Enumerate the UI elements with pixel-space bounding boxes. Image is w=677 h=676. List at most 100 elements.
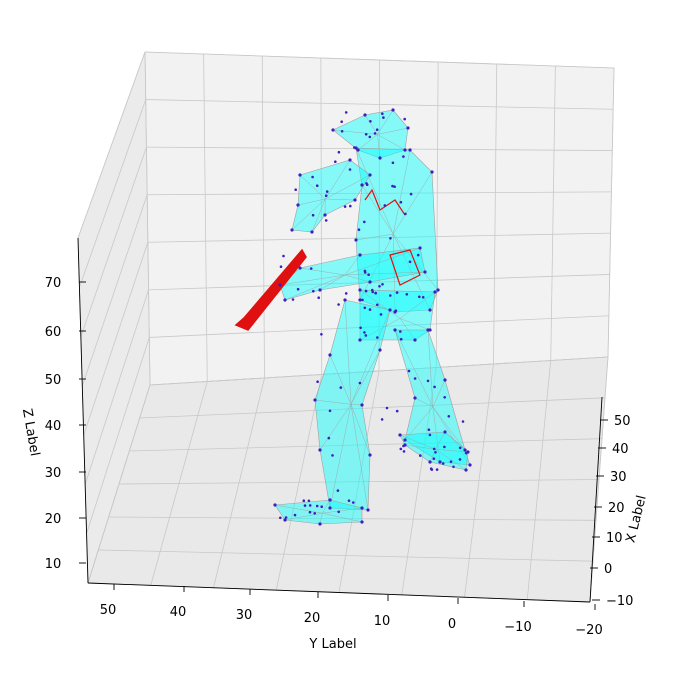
vertex (463, 448, 466, 451)
vertex (310, 267, 313, 270)
y-tick-label: 40 (170, 605, 187, 620)
vertex (325, 219, 328, 222)
vertex (280, 265, 283, 268)
vertex (371, 289, 374, 292)
vertex (468, 463, 471, 466)
vertex (413, 396, 416, 399)
vertex (403, 118, 406, 121)
vertex (354, 146, 357, 149)
vertex (320, 333, 323, 336)
vertex (408, 148, 411, 151)
vertex (326, 190, 329, 193)
vertex (438, 460, 441, 463)
vertex (311, 176, 314, 179)
vertex (403, 438, 406, 441)
vertex (296, 203, 299, 206)
vertex (358, 228, 361, 231)
vertex (338, 151, 341, 154)
vertex (433, 386, 436, 389)
vertex (392, 162, 395, 165)
vertex (367, 273, 370, 276)
vertex (436, 468, 439, 471)
vertex (340, 120, 343, 123)
vertex (430, 170, 433, 173)
vertex (374, 132, 377, 135)
z-tick-label: 30 (45, 466, 62, 481)
vertex (414, 377, 417, 380)
vertex (369, 136, 372, 139)
vertex (429, 434, 432, 437)
vertex (448, 415, 451, 418)
vertex (283, 298, 286, 301)
vertex (323, 213, 326, 216)
vertex (395, 309, 398, 312)
z-tick-label: 60 (45, 325, 62, 340)
vertex (317, 296, 320, 299)
vertex (450, 460, 453, 463)
y-tick-label: 20 (304, 611, 321, 626)
vertex (417, 254, 420, 257)
vertex (393, 328, 396, 331)
vertex (374, 292, 377, 295)
vertex (309, 511, 312, 514)
vertex (358, 288, 361, 291)
vertex (406, 126, 409, 129)
vertex (400, 448, 403, 451)
x-axis-label: X Label (624, 494, 650, 544)
vertex (309, 504, 312, 507)
vertex (410, 193, 413, 196)
vertex (418, 296, 421, 299)
vertex (320, 505, 323, 508)
vertex (386, 407, 389, 410)
y-tick-label: 10 (374, 614, 391, 629)
vertex (352, 501, 355, 504)
vertex (369, 308, 372, 311)
y-tick-label: 0 (448, 617, 456, 632)
vertex (403, 148, 406, 151)
vertex (360, 183, 363, 186)
vertex (316, 380, 319, 383)
vertex (428, 428, 431, 431)
vertex (337, 303, 340, 306)
vertex (433, 457, 436, 460)
vertex (368, 173, 371, 176)
vertex (328, 498, 331, 501)
vertex (359, 327, 362, 330)
vertex (380, 313, 383, 316)
vertex (354, 238, 357, 241)
vertex (365, 334, 368, 337)
vertex (337, 489, 340, 492)
vertex (396, 291, 399, 294)
vertex (427, 380, 430, 383)
x-tick-label: −10 (606, 594, 633, 609)
vertex (378, 348, 381, 351)
vertex (428, 308, 431, 311)
z-tick-label: 10 (45, 557, 62, 572)
vertex (359, 382, 362, 385)
vertex (381, 283, 384, 286)
vertex (399, 330, 402, 333)
vertex (340, 386, 343, 389)
vertex (344, 205, 347, 208)
vertex (325, 194, 328, 197)
vertex (328, 437, 331, 440)
vertex (349, 205, 352, 208)
z-tick-label: 50 (45, 373, 62, 388)
vertex (363, 113, 366, 116)
vertex (353, 198, 356, 201)
vertex (329, 410, 332, 413)
vertex (282, 255, 285, 258)
vertex (310, 230, 313, 233)
vertex (428, 460, 431, 463)
vertex (436, 288, 439, 291)
vertex (443, 396, 446, 399)
vertex (308, 500, 311, 503)
vertex (313, 512, 316, 515)
vertex (343, 298, 346, 301)
vertex (433, 448, 436, 451)
vertex (349, 168, 352, 171)
vertex (331, 128, 334, 131)
vertex (298, 173, 301, 176)
vertex (376, 304, 379, 307)
